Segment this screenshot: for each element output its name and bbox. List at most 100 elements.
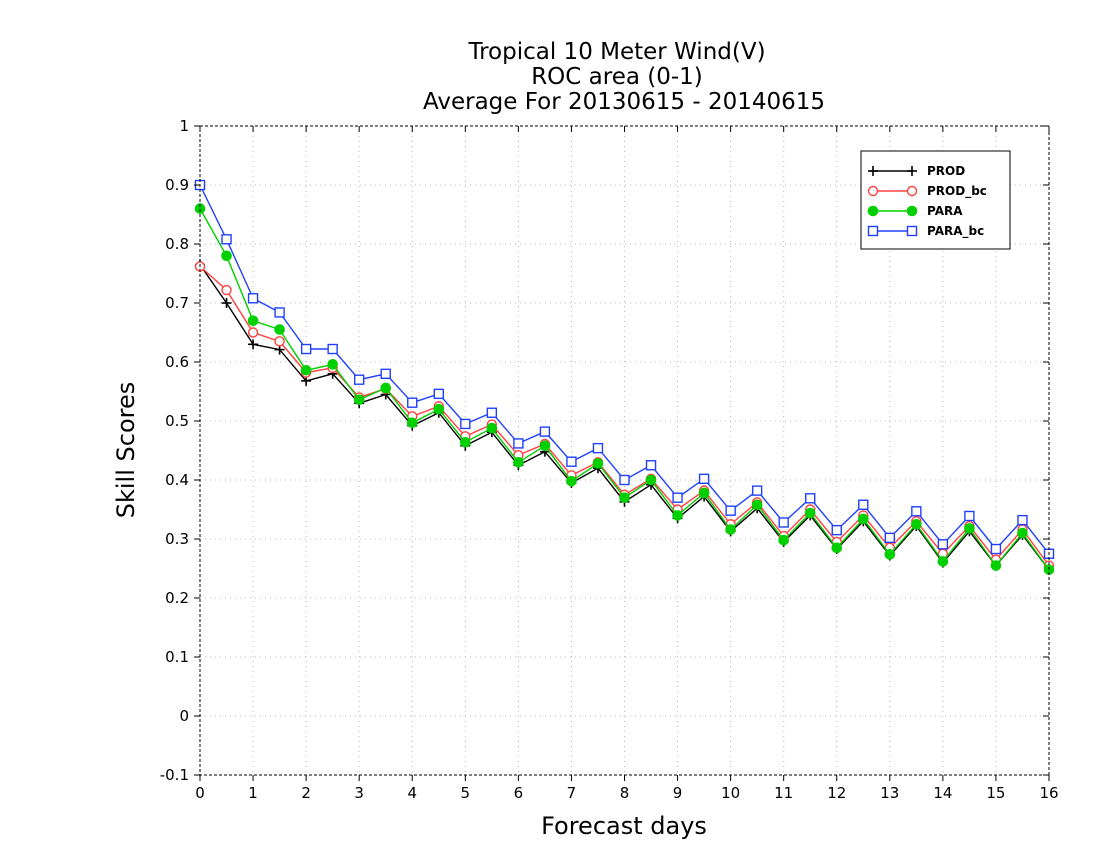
data-point — [221, 250, 232, 262]
data-point — [619, 492, 630, 504]
chart-title-line-3: Average For 20130615 - 20140615 — [423, 89, 825, 115]
x-axis-label: Forecast days — [541, 812, 707, 840]
data-point — [247, 327, 259, 338]
y-tick-label: 0.5 — [165, 412, 189, 430]
data-point — [937, 539, 949, 550]
x-tick-label: 10 — [721, 784, 740, 802]
y-tick-label: 0.6 — [165, 353, 189, 371]
data-point — [672, 510, 683, 521]
data-point — [990, 560, 1002, 571]
data-point — [884, 532, 896, 544]
legend: PROD PROD_bc PARA PARA_bc — [860, 150, 1011, 250]
data-point — [248, 339, 259, 350]
data-point — [911, 506, 922, 517]
legend-item-para: PARA — [867, 204, 963, 218]
legend-label: PARA — [927, 204, 963, 218]
data-point — [539, 426, 551, 437]
y-tick-label: -0.1 — [160, 766, 189, 784]
legend-label: PROD_bc — [927, 184, 987, 199]
legend-marker — [906, 225, 918, 237]
x-tick-label: 0 — [195, 784, 205, 802]
series-para-bc — [194, 179, 1055, 559]
y-tick-label: 0.9 — [165, 176, 189, 194]
data-point — [884, 549, 896, 560]
legend-label: PROD — [927, 164, 965, 178]
legend-label: PARA_bc — [927, 224, 984, 239]
y-tick-label: 0 — [179, 707, 189, 725]
legend-box — [860, 150, 1011, 250]
legend-marker — [907, 166, 917, 176]
grid-lines — [200, 126, 1049, 775]
data-point — [672, 492, 683, 503]
legend-marker — [868, 166, 878, 176]
x-tick-label: 2 — [301, 784, 311, 802]
data-point — [221, 234, 232, 245]
legend-item-prod-bc: PROD_bc — [867, 184, 987, 199]
data-point — [513, 457, 524, 468]
chart-title-line-2: ROC area (0-1) — [531, 64, 703, 90]
data-point — [725, 524, 736, 535]
data-point — [831, 542, 843, 554]
axes: -0.100.10.20.30.40.50.60.70.80.910 1 2 3 4 5 6… — [160, 117, 1059, 802]
series-para — [194, 203, 1055, 575]
data-point — [778, 517, 789, 528]
x-tick-label: 9 — [673, 784, 683, 802]
data-point — [566, 475, 577, 487]
x-tick-label: 6 — [514, 784, 524, 802]
y-tick-label: 0.3 — [165, 530, 189, 548]
data-point — [1017, 514, 1028, 526]
data-point — [964, 510, 975, 522]
data-point — [858, 499, 869, 510]
x-tick-label: 11 — [774, 784, 793, 802]
legend-item-prod: PROD — [868, 164, 965, 178]
legend-marker — [867, 225, 879, 237]
data-point — [300, 364, 312, 376]
data-point — [407, 397, 418, 408]
data-point — [804, 507, 816, 519]
data-point — [486, 407, 498, 418]
data-point — [592, 442, 604, 454]
data-point — [645, 460, 657, 471]
series-lines — [194, 179, 1055, 575]
data-point — [221, 298, 232, 308]
data-point — [778, 534, 789, 546]
data-point — [460, 436, 471, 448]
data-point — [433, 403, 445, 415]
data-point — [460, 418, 471, 430]
x-tick-label: 5 — [461, 784, 471, 802]
data-point — [831, 524, 842, 536]
data-point — [645, 474, 657, 486]
data-point — [911, 518, 922, 530]
data-point — [592, 458, 604, 469]
x-tick-label: 4 — [407, 784, 417, 802]
data-point — [247, 293, 259, 304]
x-tick-label: 3 — [354, 784, 364, 802]
data-point — [725, 505, 736, 516]
x-tick-label: 8 — [620, 784, 630, 802]
data-point — [990, 543, 1002, 555]
data-point — [619, 474, 630, 486]
y-axis-label: Skill Scores — [112, 382, 140, 519]
chart-title: Tropical 10 Meter Wind(V) ROC area (0-1)… — [423, 39, 825, 115]
data-point — [274, 307, 285, 318]
x-tick-label: 7 — [567, 784, 577, 802]
legend-marker — [906, 185, 918, 197]
data-point — [805, 493, 816, 504]
y-tick-label: 1 — [179, 117, 189, 135]
data-point — [566, 456, 577, 467]
data-point — [327, 343, 338, 355]
x-tick-label: 13 — [880, 784, 899, 802]
y-tick-label: 0.1 — [165, 648, 189, 666]
legend-marker — [867, 205, 879, 217]
data-point — [539, 440, 551, 452]
legend-marker — [906, 205, 918, 217]
data-point — [486, 422, 498, 434]
chart-title-line-1: Tropical 10 Meter Wind(V) — [467, 39, 765, 65]
data-point — [353, 374, 365, 385]
data-point — [857, 513, 869, 525]
x-tick-label: 12 — [827, 784, 846, 802]
x-tick-label: 1 — [248, 784, 258, 802]
data-point — [406, 417, 418, 429]
data-point — [247, 315, 259, 327]
